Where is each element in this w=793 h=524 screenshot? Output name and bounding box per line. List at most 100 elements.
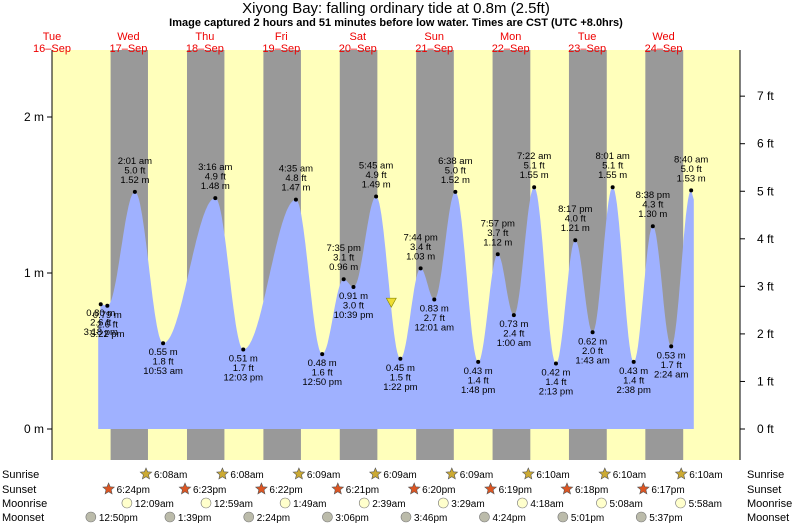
moon-icon	[596, 497, 607, 509]
tide-point	[669, 344, 674, 349]
tide-event-label: 1.48 m	[201, 181, 230, 192]
tide-point	[532, 185, 537, 190]
tide-point	[374, 194, 379, 199]
moon-icon	[322, 511, 333, 523]
moon-icon	[675, 497, 686, 509]
tide-event-label: 1.52 m	[441, 175, 470, 186]
moonrise-time: 2:39am	[372, 499, 405, 510]
moonrise-time: 5:58am	[689, 499, 722, 510]
tide-point	[320, 352, 325, 357]
tide-point	[351, 285, 356, 290]
tide-event-label: 1:00 am	[497, 338, 531, 349]
tide-event-label: 4.8 ft	[285, 173, 306, 184]
moon-icon	[200, 497, 212, 509]
right-tick-label: 7 ft	[757, 89, 774, 103]
tide-event-label: 1.52 m	[120, 175, 149, 186]
tide-event-label: 0.91 m	[339, 291, 368, 302]
day-date: 17–Sep	[109, 43, 147, 55]
tide-event-label: 0.96 m	[329, 262, 358, 273]
tide-event-label: 4.9 ft	[366, 170, 387, 181]
sun-moon-almanac: Sunrise Sunrise 6:08am 6:08am 6:09am 6:09am 6:…	[2, 467, 792, 524]
moonrise-time: 4:18am	[530, 499, 563, 510]
star-icon	[484, 482, 498, 495]
right-tick-label: 1 ft	[757, 374, 774, 388]
right-tick-label: 4 ft	[757, 232, 774, 246]
right-tick-label: 5 ft	[757, 184, 774, 198]
tide-point	[573, 238, 578, 243]
tide-point	[213, 196, 218, 201]
star-icon	[292, 467, 306, 480]
tide-event-label: 0.42 m	[541, 367, 570, 378]
moonrise-time: 12:59am	[214, 499, 253, 510]
star-icon	[636, 482, 650, 495]
tide-point	[161, 341, 166, 346]
moon-icon	[400, 511, 412, 523]
tide-point	[241, 347, 246, 352]
axes: 0 m 1 m 2 m 0 ft 1 ft 2 ft 3 ft 4 ft 5 ft 6 ft 7 f…	[24, 50, 774, 460]
moonset-time: 5:01pm	[571, 513, 604, 524]
moon-icon	[121, 497, 133, 509]
day-of-week: Mon	[500, 31, 521, 43]
moon-icon	[557, 511, 569, 523]
tide-event-label: 1.6 ft	[312, 368, 333, 379]
day-date: 23–Sep	[568, 43, 606, 55]
left-tick-label: 0 m	[24, 422, 44, 436]
tide-event-label: 5.0 ft	[445, 165, 466, 176]
moon-icon	[438, 497, 449, 509]
tide-event-label: 3.4 ft	[410, 242, 431, 253]
star-icon	[521, 467, 535, 480]
day-date: 21–Sep	[415, 43, 453, 55]
tide-event-label: 5.0 ft	[681, 164, 702, 175]
right-tick-label: 3 ft	[757, 279, 774, 293]
tide-event-label: 3.1 ft	[333, 253, 354, 264]
tide-event-label: 12:50 pm	[302, 377, 342, 388]
moon-icon	[279, 497, 291, 509]
tide-event-label: 0.51 m	[229, 353, 258, 364]
moonrise-label-left: Moonrise	[2, 498, 47, 510]
tide-event-label: 0.45 m	[386, 363, 415, 374]
tide-event-label: 1.4 ft	[468, 375, 489, 386]
tide-point	[631, 359, 636, 364]
tide-point	[689, 188, 694, 193]
tide-event-label: 2:24 am	[654, 369, 688, 380]
tide-event-label: 4:35 am	[279, 164, 313, 175]
moon-icon	[635, 511, 647, 523]
star-icon	[331, 482, 345, 495]
tide-event-label: 8:40 am	[674, 154, 708, 165]
tide-event-label: 8:17 pm	[558, 204, 592, 215]
tide-event-label: 1.55 m	[520, 170, 549, 181]
moonset-time: 2:24pm	[257, 513, 290, 524]
sunrise-label-right: Sunrise	[747, 469, 784, 481]
tide-event-label: 10:53 am	[143, 366, 183, 377]
tide-event-label: 1.8 ft	[153, 357, 174, 368]
moonset-time: 5:37pm	[649, 513, 682, 524]
moonrise-label-right: Moonrise	[747, 498, 792, 510]
day-date: 16–Sep	[33, 43, 71, 55]
day-of-week: Fri	[275, 31, 288, 43]
tide-event-label: 0.43 m	[464, 366, 493, 377]
tide-point	[341, 277, 346, 282]
tide-point	[293, 197, 298, 202]
tide-event-label: 1:22 pm	[383, 382, 417, 393]
tide-point	[132, 189, 137, 194]
sunrise-time: 6:10am	[613, 470, 646, 481]
tide-event-label: 1.5 ft	[390, 372, 411, 383]
day-of-week: Sun	[424, 31, 444, 43]
moonset-time: 4:24pm	[492, 513, 525, 524]
sunrise-time: 6:09am	[460, 470, 493, 481]
sunset-time: 6:24pm	[117, 485, 150, 496]
tide-event-label: 3.0 ft	[343, 301, 364, 312]
sunset-time: 6:20pm	[422, 485, 455, 496]
tide-event-label: 1.4 ft	[545, 377, 566, 388]
tide-event-label: 1.7 ft	[661, 360, 682, 371]
tide-event-label: 0.62 m	[578, 336, 607, 347]
tide-event-label: 2:01 am	[118, 156, 152, 167]
tide-event-label: 0.79 m	[93, 310, 122, 321]
tide-event-label: 1.4 ft	[623, 375, 644, 386]
tide-event-label: 0.48 m	[308, 358, 337, 369]
day-labels: Tue16–SepWed17–SepThu18–SepFri19–SepSat2…	[33, 31, 682, 55]
moon-icon	[479, 511, 490, 523]
tide-event-labels: 0.80 m2.6 ft3:18 pm 0.79 m2.6 ft5:22 pm 2:…	[84, 151, 709, 397]
tide-event-label: 7:44 pm	[403, 232, 437, 243]
tide-event-label: 1:43 am	[575, 355, 609, 366]
